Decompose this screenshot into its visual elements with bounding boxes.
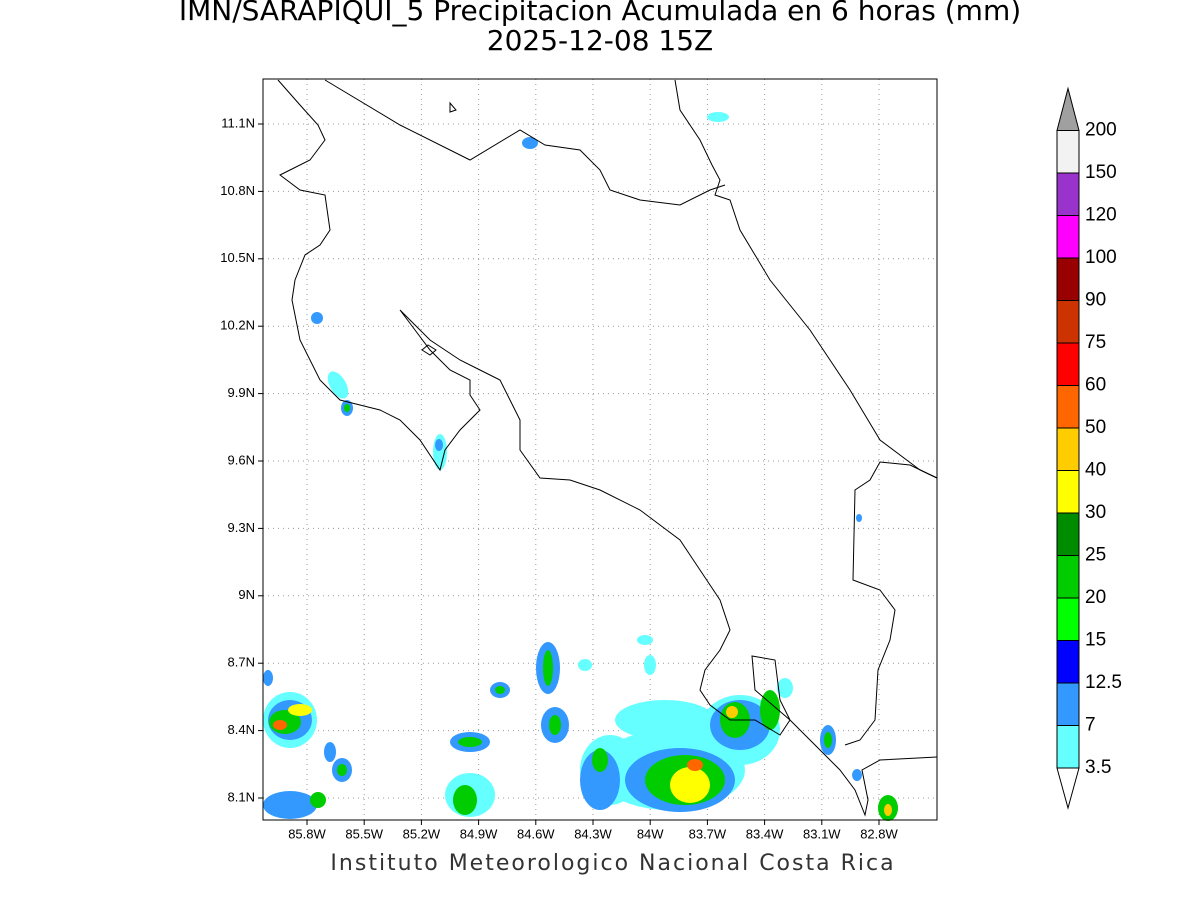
colorbar-label: 20 (1085, 587, 1106, 608)
colorbar-label: 200 (1085, 120, 1117, 141)
colorbar-box (1056, 555, 1080, 599)
colorbar-box (1056, 385, 1080, 429)
subtitle: 2025-12-08 15Z (487, 24, 713, 57)
lat-tick-label: 8.1N (228, 789, 255, 804)
colorbar-over (1056, 86, 1080, 131)
lat-tick-label: 9.6N (228, 452, 255, 467)
colorbar-box (1056, 300, 1080, 344)
colorbar: 3.5 7 12.5 15 20 25 30 40 50 60 75 90 100 120 150 200 (1056, 86, 1122, 810)
colorbar-label: 40 (1085, 460, 1106, 481)
title: IMN/SARAPIQUI_5 Precipitacion Acumulada … (179, 0, 1021, 27)
colorbar-label: 30 (1085, 502, 1106, 523)
colorbar-box (1056, 427, 1080, 471)
lon-tick-label: 83.1W (803, 826, 841, 841)
colorbar-box (1056, 215, 1080, 259)
colorbar-box (1056, 172, 1080, 216)
colorbar-label: 90 (1085, 290, 1106, 311)
grid (263, 79, 937, 820)
colorbar-label: 75 (1085, 332, 1106, 353)
lon-tick-label: 82.8W (860, 826, 898, 841)
colorbar-label: 50 (1085, 417, 1106, 438)
colorbar-label: 3.5 (1085, 757, 1111, 778)
colorbar-box (1056, 682, 1080, 726)
colorbar-box (1056, 725, 1080, 769)
colorbar-label: 120 (1085, 205, 1117, 226)
colorbar-box (1056, 130, 1080, 174)
lat-tick-label: 10.2N (220, 318, 255, 333)
colorbar-label: 100 (1085, 247, 1117, 268)
colorbar-box (1056, 470, 1080, 514)
colorbar-box (1056, 342, 1080, 386)
colorbar-box (1056, 512, 1080, 556)
lon-tick-label: 84.9W (460, 826, 498, 841)
lon-tick-label: 85.5W (345, 826, 383, 841)
colorbar-label: 7 (1085, 715, 1096, 736)
lon-tick-label: 84W (637, 826, 664, 841)
colorbar-label: 60 (1085, 375, 1106, 396)
lon-tick-label: 84.3W (574, 826, 612, 841)
colorbar-label: 25 (1085, 545, 1106, 566)
credit: Instituto Meteorologico Nacional Costa R… (330, 851, 895, 876)
lat-tick-label: 10.8N (220, 183, 255, 198)
colorbar-box (1056, 640, 1080, 684)
lat-tick-label: 9N (238, 587, 255, 602)
precipitation (263, 112, 898, 821)
lat-tick-label: 10.5N (220, 250, 255, 265)
lat-tick-label: 8.7N (228, 655, 255, 670)
lat-tick-label: 11.1N (221, 115, 255, 130)
colorbar-box (1056, 597, 1080, 641)
map-frame (262, 78, 938, 821)
lon-tick-label: 83.4W (746, 826, 784, 841)
coastline (277, 79, 938, 817)
lat-tick-label: 9.3N (228, 520, 255, 535)
colorbar-under (1056, 767, 1080, 810)
lon-tick-label: 85.2W (403, 826, 441, 841)
lon-tick-label: 85.8W (288, 826, 326, 841)
colorbar-label: 12.5 (1085, 672, 1122, 693)
colorbar-label: 15 (1085, 630, 1106, 651)
lat-tick-label: 9.9N (228, 385, 255, 400)
lat-tick-label: 8.4N (228, 722, 255, 737)
axes: 11.1N 10.8N 10.5N 10.2N 9.9N 9.6N 9.3N 9N 8.7N 8.… (220, 115, 898, 841)
lon-tick-label: 83.7W (689, 826, 727, 841)
colorbar-box (1056, 257, 1080, 301)
lon-tick-label: 84.6W (517, 826, 555, 841)
colorbar-label: 150 (1085, 162, 1117, 183)
